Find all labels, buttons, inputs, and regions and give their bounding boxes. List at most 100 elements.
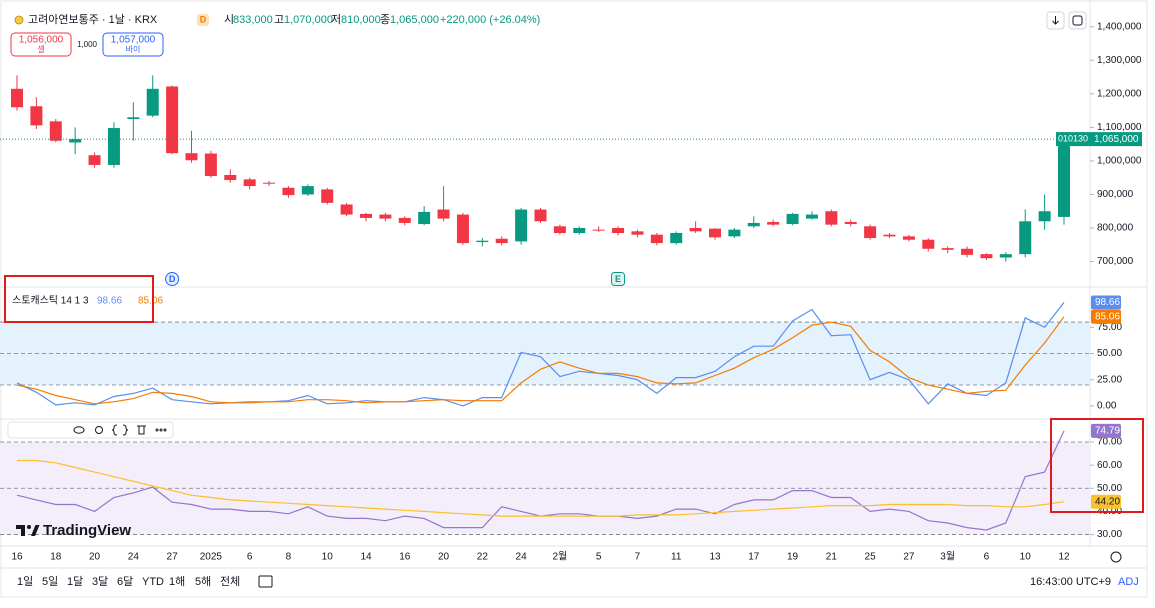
more-dot[interactable]: [155, 428, 159, 432]
range-button[interactable]: 5일: [42, 574, 58, 588]
candle-body: [805, 214, 818, 219]
x-tick-label: 14: [360, 552, 372, 563]
buy-price: 1,057,000: [111, 35, 156, 46]
y-tick-label: 900,000: [1097, 189, 1134, 200]
reset-button[interactable]: [1068, 11, 1087, 30]
last-value-box: [1091, 295, 1121, 310]
y-tick-label: 800,000: [1097, 223, 1134, 234]
clock[interactable]: 16:43:00 UTC+9: [1030, 576, 1111, 588]
candle-body: [902, 236, 915, 240]
logo-part: [27, 525, 31, 529]
close-label: 종: [380, 14, 390, 26]
adj-toggle[interactable]: ADJ: [1118, 576, 1139, 588]
candle-body: [767, 221, 780, 225]
y-tick-label: 50.00: [1097, 348, 1122, 359]
frame: [0, 0, 1148, 598]
candle-body: [476, 240, 489, 243]
candle-body: [728, 229, 741, 237]
x-tick-label: 20: [89, 552, 101, 563]
x-tick-label: 17: [748, 552, 760, 563]
low-value: 810,000: [341, 14, 381, 26]
buy-label: 바이: [126, 44, 141, 54]
y-tick-label: 0.00: [1097, 401, 1117, 412]
candle-body: [844, 221, 857, 224]
eye-icon[interactable]: [73, 426, 85, 434]
highlight-box: [4, 275, 154, 323]
x-tick-label: 27: [167, 552, 179, 563]
candle-body: [301, 186, 314, 195]
range-button[interactable]: 1해: [169, 574, 185, 588]
x-tick-label: 2월: [553, 551, 568, 563]
last-price-box: [1090, 132, 1142, 147]
candle-body: [864, 226, 877, 239]
candle-body: [689, 227, 702, 232]
symbol-title[interactable]: 고려아연보통주 · 1날 · KRX: [28, 13, 158, 26]
range-button[interactable]: 6달: [117, 575, 133, 588]
more-dot: [163, 428, 167, 432]
x-tick-label: 8: [286, 552, 292, 563]
plot-layer: 700,000800,000900,0001,000,0001,100,0001…: [0, 21, 1142, 563]
delete-icon[interactable]: [137, 425, 146, 435]
band-fill: [0, 441, 1090, 535]
settings-icon[interactable]: [95, 426, 103, 434]
calendar-icon[interactable]: [258, 575, 273, 588]
candle-body: [30, 106, 43, 126]
range-button[interactable]: YTD: [142, 576, 164, 588]
x-tick-label: 22: [477, 552, 489, 563]
y-tick-label: 30.00: [1097, 529, 1122, 540]
candle-body: [786, 213, 799, 224]
x-tick-label: 12: [1058, 552, 1070, 563]
x-tick-label: 2025: [200, 552, 223, 563]
arrow-icon: [1052, 16, 1059, 25]
symbol-code-box: [1056, 132, 1090, 147]
series-line: [16, 316, 1065, 405]
range-button[interactable]: 전체: [220, 575, 240, 588]
candle-body: [1019, 221, 1032, 255]
event-marker: [611, 272, 626, 286]
x-tick-label: 10: [1020, 552, 1032, 563]
sell-price: 1,056,000: [19, 35, 64, 46]
last-value-label: 98.66: [1095, 297, 1120, 308]
logo-part: [16, 525, 25, 536]
last-value-label: 44.20: [1095, 496, 1120, 507]
axis-settings[interactable]: [1110, 551, 1122, 563]
candle-body: [204, 153, 217, 177]
range-button[interactable]: 1달: [67, 575, 83, 588]
last-value-label: 85.06: [1095, 311, 1120, 322]
candle-body: [360, 213, 372, 218]
event-label: E: [615, 274, 621, 284]
sell-label: 셀: [37, 44, 44, 54]
candle-body: [1058, 139, 1070, 217]
badge: D: [200, 14, 207, 24]
buy-button[interactable]: [102, 32, 164, 57]
x-tick-label: 6: [984, 552, 990, 563]
x-tick-label: 3월: [940, 551, 955, 563]
range-button[interactable]: 1일: [17, 574, 33, 588]
source-icon[interactable]: [111, 424, 129, 436]
event-label: D: [169, 274, 176, 284]
low-label: 저: [331, 13, 341, 26]
candle-body: [243, 179, 256, 187]
candle-body: [418, 211, 431, 224]
x-tick-label: 24: [128, 552, 140, 563]
x-tick-label: 18: [50, 552, 62, 563]
symbol-code: 010130: [1058, 133, 1088, 143]
y-tick-label: 1,200,000: [1097, 88, 1142, 99]
candle-body: [709, 228, 721, 238]
legend-value: 98.66: [97, 296, 122, 307]
series-line: [17, 459, 1065, 517]
band-fill: [0, 322, 1090, 385]
candle-body: [437, 209, 450, 219]
range-button[interactable]: 5해: [195, 574, 211, 588]
last-value-label: 74.79: [1095, 426, 1120, 437]
range-button[interactable]: 3달: [92, 575, 108, 588]
candle-body: [592, 229, 605, 231]
candle-body: [961, 248, 974, 255]
badge-box: [197, 14, 209, 26]
x-tick-label: 13: [709, 552, 721, 563]
candle-body: [282, 187, 295, 196]
spread: 1,000: [77, 40, 98, 49]
sell-button[interactable]: [10, 32, 72, 57]
last-price-label: 1,065,000: [1094, 134, 1139, 145]
